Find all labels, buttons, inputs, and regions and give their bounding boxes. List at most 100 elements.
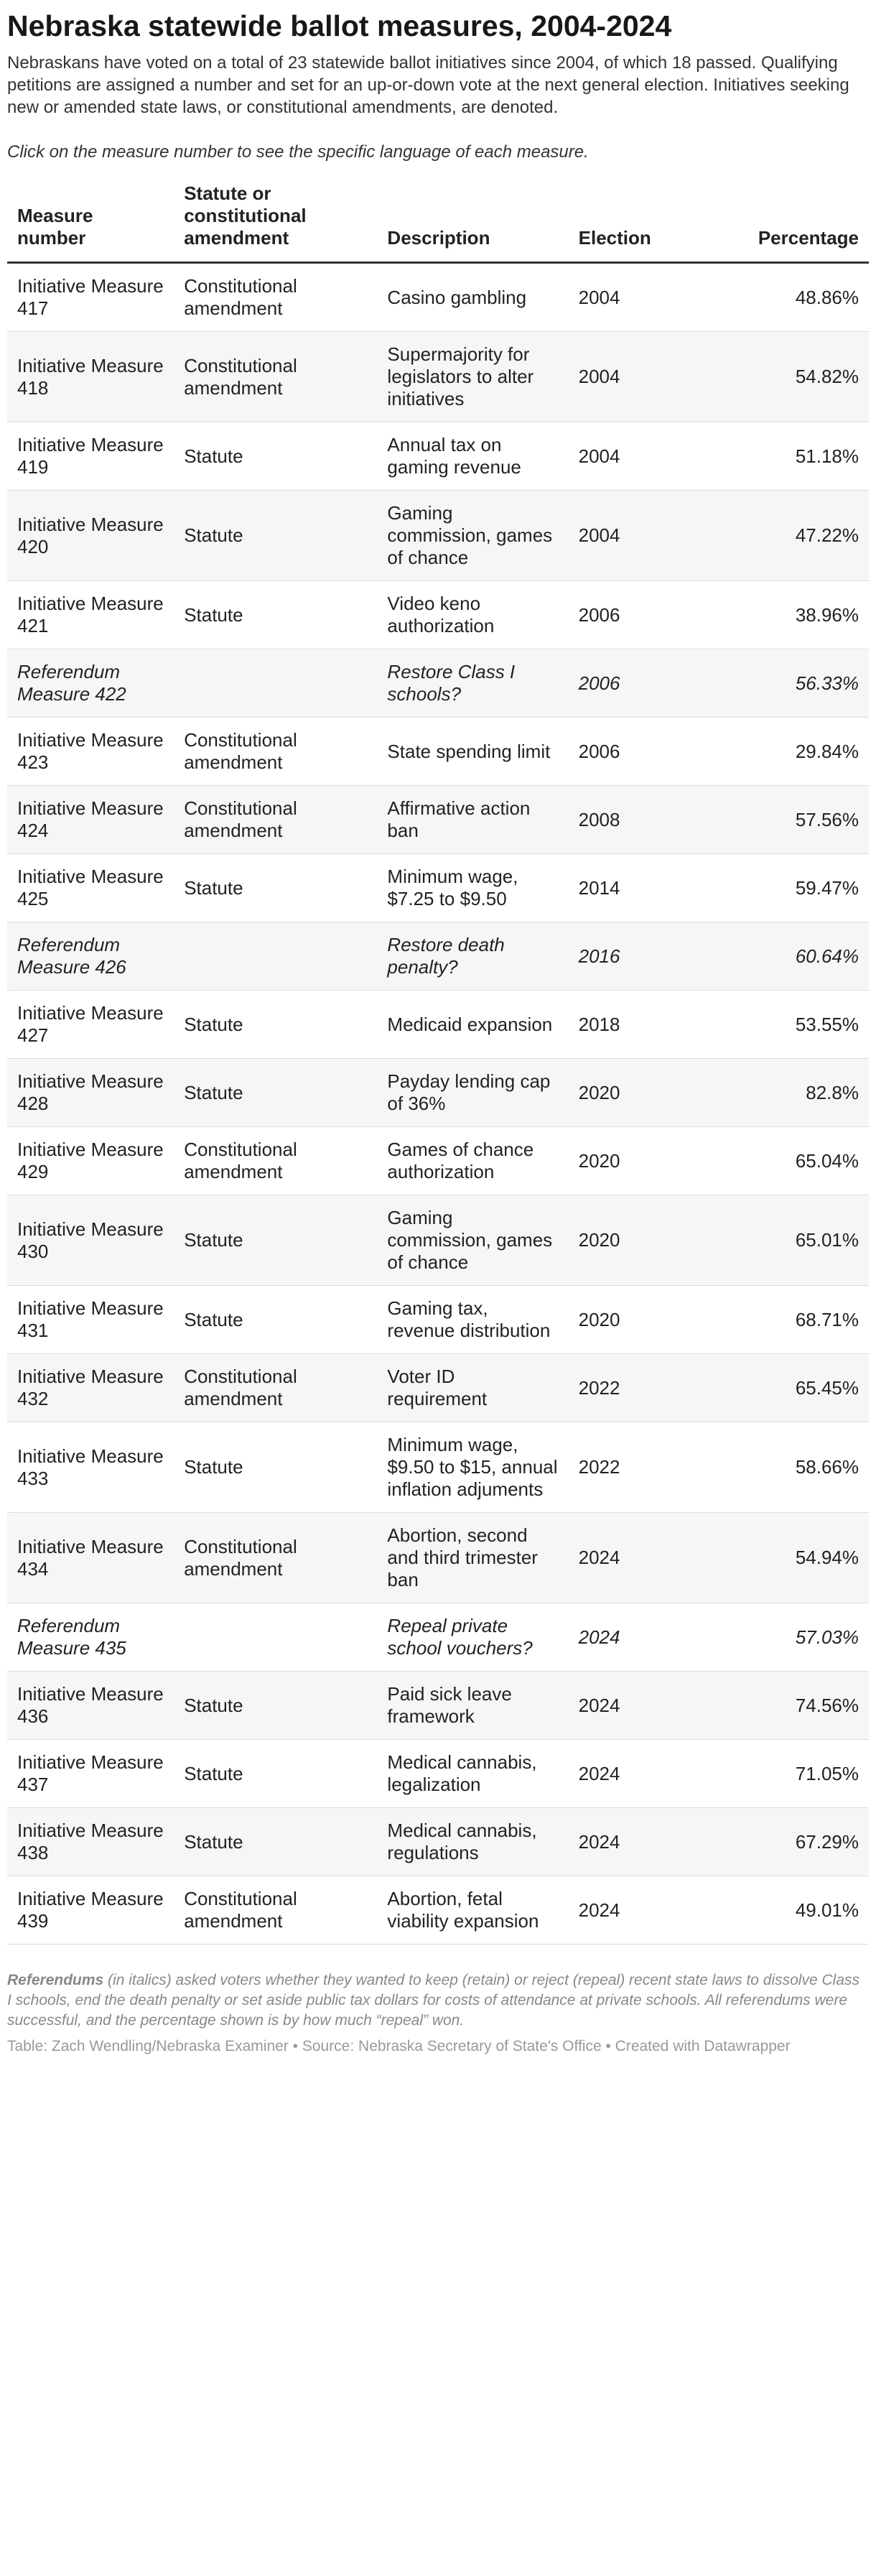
measure-description-cell: Gaming commission, games of chance	[377, 490, 569, 581]
table-row: Referendum Measure 422 Restore Class I sc…	[7, 649, 869, 718]
column-header-type[interactable]: Statute or constitutional amendment	[174, 182, 378, 264]
measure-type-cell: Constitutional amendment	[174, 331, 378, 422]
measure-type-cell: Statute	[174, 1807, 378, 1876]
measure-number-cell[interactable]: Initiative Measure 421	[7, 580, 174, 649]
election-year-cell: 2018	[568, 990, 669, 1059]
table-row: Initiative Measure 423 Constitutional ame…	[7, 717, 869, 786]
measure-number-cell[interactable]: Initiative Measure 432	[7, 1353, 174, 1422]
measure-description-cell: Affirmative action ban	[377, 785, 569, 854]
measure-description-cell: State spending limit	[377, 717, 569, 786]
percentage-cell: 47.22%	[668, 490, 869, 581]
percentage-cell: 56.33%	[668, 649, 869, 718]
measure-description-cell: Medicaid expansion	[377, 990, 569, 1059]
percentage-cell: 49.01%	[668, 1876, 869, 1945]
percentage-cell: 67.29%	[668, 1807, 869, 1876]
percentage-cell: 57.03%	[668, 1603, 869, 1672]
measure-description-cell: Gaming commission, games of chance	[377, 1195, 569, 1286]
percentage-cell: 65.04%	[668, 1126, 869, 1195]
column-header-percentage[interactable]: Percentage	[668, 182, 869, 264]
measure-description-cell: Abortion, second and third trimester ban	[377, 1512, 569, 1603]
table-row: Referendum Measure 426 Restore death pena…	[7, 922, 869, 991]
measure-number-cell[interactable]: Referendum Measure 426	[7, 922, 174, 991]
table-row: Initiative Measure 421 Statute Video keno …	[7, 580, 869, 649]
measure-number-cell[interactable]: Initiative Measure 427	[7, 990, 174, 1059]
measure-number-cell[interactable]: Initiative Measure 438	[7, 1807, 174, 1876]
measure-number-cell[interactable]: Initiative Measure 428	[7, 1058, 174, 1127]
measure-description-cell: Voter ID requirement	[377, 1353, 569, 1422]
table-row: Initiative Measure 419 Statute Annual tax …	[7, 422, 869, 491]
measure-type-cell: Statute	[174, 1422, 378, 1513]
election-year-cell: 2006	[568, 717, 669, 786]
measure-number-cell[interactable]: Initiative Measure 431	[7, 1285, 174, 1354]
election-year-cell: 2020	[568, 1058, 669, 1127]
table-header-row: Measure number Statute or constitutional…	[7, 182, 869, 264]
table-row: Initiative Measure 434 Constitutional ame…	[7, 1512, 869, 1603]
measure-type-cell: Statute	[174, 1058, 378, 1127]
measure-type-cell	[174, 1603, 378, 1672]
election-year-cell: 2020	[568, 1285, 669, 1354]
table-row: Referendum Measure 435 Repeal private sch…	[7, 1603, 869, 1672]
footnote-bold: Referendums	[7, 1972, 104, 1988]
measure-number-cell[interactable]: Initiative Measure 420	[7, 490, 174, 581]
election-year-cell: 2024	[568, 1512, 669, 1603]
measure-number-cell[interactable]: Initiative Measure 434	[7, 1512, 174, 1603]
percentage-cell: 58.66%	[668, 1422, 869, 1513]
measure-description-cell: Medical cannabis, regulations	[377, 1807, 569, 1876]
election-year-cell: 2024	[568, 1671, 669, 1740]
measure-type-cell: Statute	[174, 853, 378, 922]
column-header-description[interactable]: Description	[377, 182, 569, 264]
percentage-cell: 29.84%	[668, 717, 869, 786]
measure-type-cell: Constitutional amendment	[174, 262, 378, 332]
measure-type-cell: Statute	[174, 490, 378, 581]
election-year-cell: 2004	[568, 262, 669, 332]
table-row: Initiative Measure 439 Constitutional ame…	[7, 1876, 869, 1945]
measure-description-cell: Supermajority for legislators to alter i…	[377, 331, 569, 422]
measure-type-cell: Statute	[174, 990, 378, 1059]
election-year-cell: 2016	[568, 922, 669, 991]
measure-description-cell: Games of chance authorization	[377, 1126, 569, 1195]
table-body: Initiative Measure 417 Constitutional ame…	[7, 262, 869, 1945]
measure-description-cell: Medical cannabis, legalization	[377, 1739, 569, 1808]
election-year-cell: 2004	[568, 331, 669, 422]
election-year-cell: 2022	[568, 1353, 669, 1422]
measure-type-cell: Constitutional amendment	[174, 1353, 378, 1422]
measure-type-cell: Constitutional amendment	[174, 785, 378, 854]
measure-number-cell[interactable]: Initiative Measure 437	[7, 1739, 174, 1808]
measure-type-cell: Statute	[174, 422, 378, 491]
measure-number-cell[interactable]: Referendum Measure 422	[7, 649, 174, 718]
measure-description-cell: Repeal private school vouchers?	[377, 1603, 569, 1672]
election-year-cell: 2020	[568, 1126, 669, 1195]
percentage-cell: 74.56%	[668, 1671, 869, 1740]
table-row: Initiative Measure 433 Statute Minimum wag…	[7, 1422, 869, 1513]
measure-number-cell[interactable]: Initiative Measure 418	[7, 331, 174, 422]
measure-number-cell[interactable]: Initiative Measure 439	[7, 1876, 174, 1945]
measure-description-cell: Restore Class I schools?	[377, 649, 569, 718]
percentage-cell: 48.86%	[668, 262, 869, 332]
measure-number-cell[interactable]: Initiative Measure 430	[7, 1195, 174, 1286]
measure-number-cell[interactable]: Initiative Measure 424	[7, 785, 174, 854]
table-row: Initiative Measure 417 Constitutional ame…	[7, 262, 869, 332]
percentage-cell: 57.56%	[668, 785, 869, 854]
measure-number-cell[interactable]: Initiative Measure 436	[7, 1671, 174, 1740]
election-year-cell: 2014	[568, 853, 669, 922]
table-row: Initiative Measure 438 Statute Medical can…	[7, 1807, 869, 1876]
measure-number-cell[interactable]: Initiative Measure 417	[7, 262, 174, 332]
chart-description: Nebraskans have voted on a total of 23 s…	[7, 53, 849, 117]
measure-description-cell: Casino gambling	[377, 262, 569, 332]
measure-description-cell: Annual tax on gaming revenue	[377, 422, 569, 491]
percentage-cell: 53.55%	[668, 990, 869, 1059]
measure-number-cell[interactable]: Initiative Measure 419	[7, 422, 174, 491]
ballot-measures-table: Measure number Statute or constitutional…	[7, 182, 869, 1945]
measure-number-cell[interactable]: Initiative Measure 423	[7, 717, 174, 786]
column-header-election[interactable]: Election	[568, 182, 669, 264]
measure-number-cell[interactable]: Initiative Measure 429	[7, 1126, 174, 1195]
measure-description-cell: Minimum wage, $7.25 to $9.50	[377, 853, 569, 922]
percentage-cell: 82.8%	[668, 1058, 869, 1127]
measure-number-cell[interactable]: Initiative Measure 433	[7, 1422, 174, 1513]
measure-type-cell: Statute	[174, 1671, 378, 1740]
measure-number-cell[interactable]: Referendum Measure 435	[7, 1603, 174, 1672]
measure-number-cell[interactable]: Initiative Measure 425	[7, 853, 174, 922]
election-year-cell: 2020	[568, 1195, 669, 1286]
column-header-measure[interactable]: Measure number	[7, 182, 174, 264]
measure-description-cell: Minimum wage, $9.50 to $15, annual infla…	[377, 1422, 569, 1513]
